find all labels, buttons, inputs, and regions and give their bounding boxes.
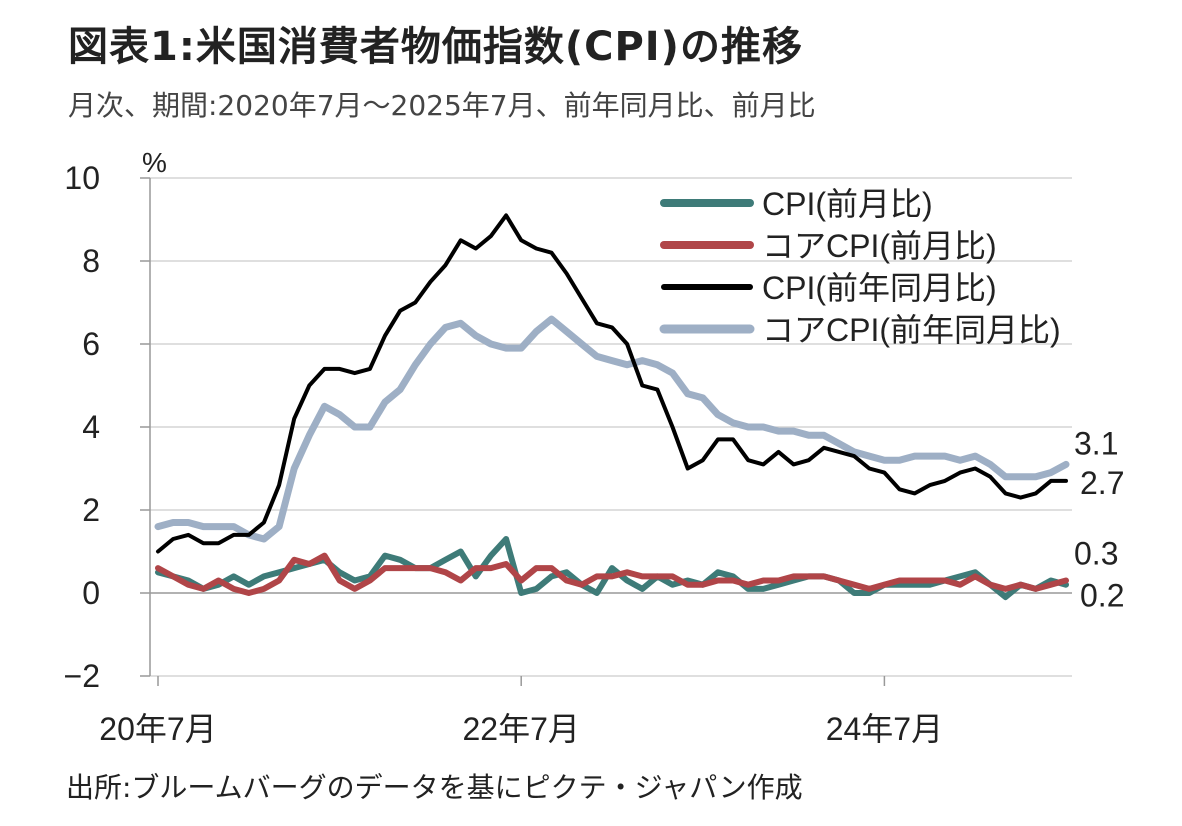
end-label-cpi-yoy: 2.7: [1080, 465, 1124, 501]
y-axis-unit-label: %: [142, 147, 167, 178]
series-line-cpi-mom: [155, 536, 1069, 601]
y-tick-label: 6: [82, 326, 100, 362]
chart-subtitle: 月次、期間:2020年7月～2025年7月、前年同月比、前月比: [68, 89, 816, 122]
y-tick-label: 8: [82, 243, 100, 279]
series-line-cpi-yoy: [156, 213, 1068, 554]
y-tick-label: 0: [82, 575, 100, 611]
end-label-core-yoy: 3.1: [1074, 425, 1118, 461]
series-line-core-yoy: [154, 315, 1070, 543]
y-tick-label: 10: [64, 160, 100, 196]
legend-label-cpi-yoy: CPI(前年同月比): [762, 270, 997, 306]
end-value-labels: 3.1 2.7 0.3 0.2: [1074, 425, 1124, 613]
y-tick-label: −2: [64, 658, 100, 694]
legend-label-core-mom: コアCPI(前月比): [762, 228, 997, 264]
axes: %: [142, 147, 1072, 676]
gridlines: [140, 177, 1072, 686]
legend-label-cpi-mom: CPI(前月比): [762, 186, 933, 222]
end-label-cpi-mom: 0.2: [1080, 578, 1124, 614]
y-tick-label: 2: [82, 492, 100, 528]
legend: CPI(前月比) コアCPI(前月比) CPI(前年同月比) コアCPI(前年同月比): [659, 186, 1061, 348]
x-tick-label: 20年7月: [99, 711, 216, 747]
series-line-core-mom: [155, 552, 1069, 596]
chart-title: 図表1:米国消費者物価指数(CPI)の推移: [68, 24, 803, 70]
x-axis-tick-labels: 20年7月 22年7月 24年7月: [99, 711, 943, 747]
end-label-core-mom: 0.3: [1074, 536, 1118, 572]
y-axis-tick-labels: 10 8 6 4 2 0 −2: [64, 160, 100, 694]
source-note: 出所:ブルームバーグのデータを基にピクテ・ジャパン作成: [66, 771, 803, 804]
legend-label-core-yoy: コアCPI(前年同月比): [762, 312, 1061, 348]
x-tick-label: 24年7月: [826, 711, 943, 747]
y-tick-label: 4: [82, 409, 100, 445]
series-lines: [154, 213, 1070, 601]
x-tick-label: 22年7月: [462, 711, 579, 747]
